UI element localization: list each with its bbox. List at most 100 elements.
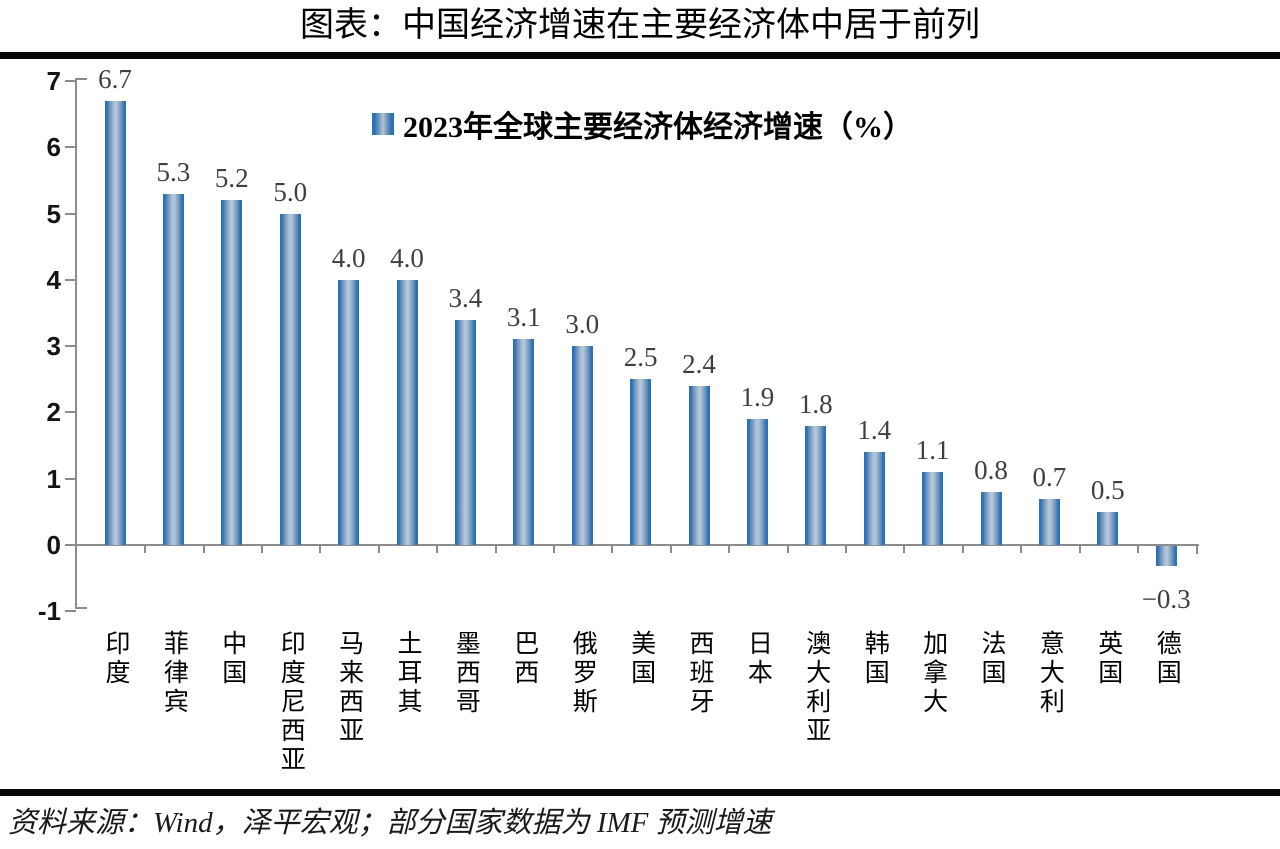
bar — [338, 279, 360, 545]
bar-value-label: 3.0 — [565, 309, 600, 340]
bar-value-label: 5.2 — [214, 163, 249, 194]
x-axis-tick — [553, 546, 555, 553]
y-axis-line — [75, 78, 77, 609]
bar-value-label: 3.4 — [448, 282, 483, 313]
x-category-label: 韩国 — [861, 630, 889, 688]
x-category-label: 印度 — [102, 630, 129, 688]
x-category-label: 澳大利亚 — [802, 630, 830, 746]
y-tick-label: 6 — [46, 132, 61, 163]
bar — [688, 385, 710, 545]
bar — [221, 200, 243, 545]
bar — [571, 346, 593, 545]
bar — [104, 100, 126, 545]
bar-value-label: 0.5 — [1090, 474, 1125, 505]
bar — [454, 319, 476, 545]
y-tick-label: 7 — [46, 65, 61, 96]
bar-value-label: 5.3 — [156, 156, 191, 187]
x-category-label: 墨西哥 — [452, 630, 480, 717]
x-axis-tick — [1020, 546, 1023, 553]
x-category-label: 中国 — [218, 630, 246, 688]
y-tick-label: 1 — [46, 463, 61, 494]
legend-series-label: 2023年全球主要经济体经济增速（%） — [403, 111, 913, 144]
bar-value-label: 5.0 — [273, 176, 308, 207]
bar — [162, 193, 184, 545]
legend-series-marker-icon — [372, 113, 394, 135]
y-axis-tick — [65, 345, 76, 348]
y-axis-tick — [65, 411, 76, 414]
x-axis-tick — [728, 546, 731, 553]
bar — [1155, 546, 1177, 566]
bar — [1097, 511, 1119, 545]
bar — [630, 379, 652, 545]
y-axis-bottom-cap — [75, 607, 87, 609]
y-tick-label: 3 — [46, 331, 61, 362]
x-axis-tick — [261, 546, 263, 553]
x-category-label: 英国 — [1094, 630, 1122, 688]
x-category-label: 法国 — [978, 630, 1005, 688]
x-category-label: 加拿大 — [919, 630, 947, 717]
x-axis-end-tick — [1196, 546, 1198, 554]
bar-value-label: 1.9 — [740, 382, 775, 413]
bar-value-label: 4.0 — [390, 242, 424, 273]
x-axis-tick — [961, 546, 964, 553]
chart-legend: 2023年全球主要经济体经济增速（%） — [372, 108, 913, 144]
bar — [863, 452, 885, 545]
bar-value-label: 6.7 — [98, 63, 132, 94]
x-category-label: 美国 — [627, 630, 655, 688]
bar-value-label: −0.3 — [1141, 583, 1191, 614]
x-axis-tick — [436, 546, 439, 553]
x-axis-tick — [202, 546, 205, 553]
x-axis-tick — [1137, 546, 1139, 553]
x-category-label: 日本 — [744, 630, 772, 688]
x-category-label: 马来西亚 — [335, 630, 363, 746]
x-axis-tick — [1078, 546, 1081, 553]
x-axis-tick — [144, 546, 147, 553]
x-category-label: 土耳其 — [394, 630, 421, 717]
y-tick-label: 5 — [46, 198, 61, 229]
bar-value-label: 0.7 — [1032, 461, 1067, 492]
bar — [279, 213, 301, 545]
bottom-divider-rule — [0, 789, 1280, 796]
bar-value-label: 2.4 — [682, 348, 716, 379]
bar — [980, 491, 1002, 545]
x-axis-tick — [845, 546, 847, 553]
bar — [922, 472, 944, 545]
bar — [396, 279, 418, 545]
x-axis-tick — [669, 546, 672, 553]
x-axis-tick — [786, 546, 789, 553]
x-axis-tick — [494, 546, 497, 553]
bar-value-label: 1.4 — [857, 415, 892, 446]
x-category-label: 西班牙 — [686, 630, 713, 717]
data-source-note: 资料来源：Wind，泽平宏观；部分国家数据为 IMF 预测增速 — [8, 807, 772, 839]
x-axis-tick — [903, 546, 906, 553]
x-category-label: 俄罗斯 — [569, 630, 597, 717]
x-category-label: 德国 — [1153, 630, 1181, 688]
bar — [805, 425, 827, 545]
y-axis-tick — [65, 477, 76, 480]
page-title: 图表：中国经济增速在主要经济体中居于前列 — [300, 7, 980, 44]
y-tick-label: 4 — [46, 264, 61, 295]
x-category-label: 意大利 — [1036, 630, 1064, 717]
x-axis-tick — [377, 546, 380, 553]
bar — [746, 419, 768, 545]
bar-value-label: 1.1 — [915, 435, 950, 466]
x-axis-tick — [319, 546, 322, 553]
y-axis-top-cap — [75, 78, 87, 80]
y-axis-tick — [65, 544, 76, 546]
x-category-label: 菲律宾 — [160, 630, 188, 717]
x-axis-tick — [611, 546, 614, 553]
bar — [513, 339, 535, 545]
y-axis-tick — [65, 212, 76, 215]
x-category-label: 印度尼西亚 — [277, 630, 305, 775]
y-tick-label: 0 — [46, 530, 61, 560]
y-tick-label: 2 — [46, 397, 61, 428]
x-axis-line — [75, 544, 1199, 546]
bar-value-label: 1.8 — [798, 388, 833, 419]
x-category-label: 巴西 — [510, 630, 538, 688]
bar-value-label: 4.0 — [331, 242, 366, 273]
bar-value-label: 0.8 — [974, 454, 1008, 485]
y-axis-tick — [65, 278, 76, 281]
bar — [1038, 498, 1060, 545]
